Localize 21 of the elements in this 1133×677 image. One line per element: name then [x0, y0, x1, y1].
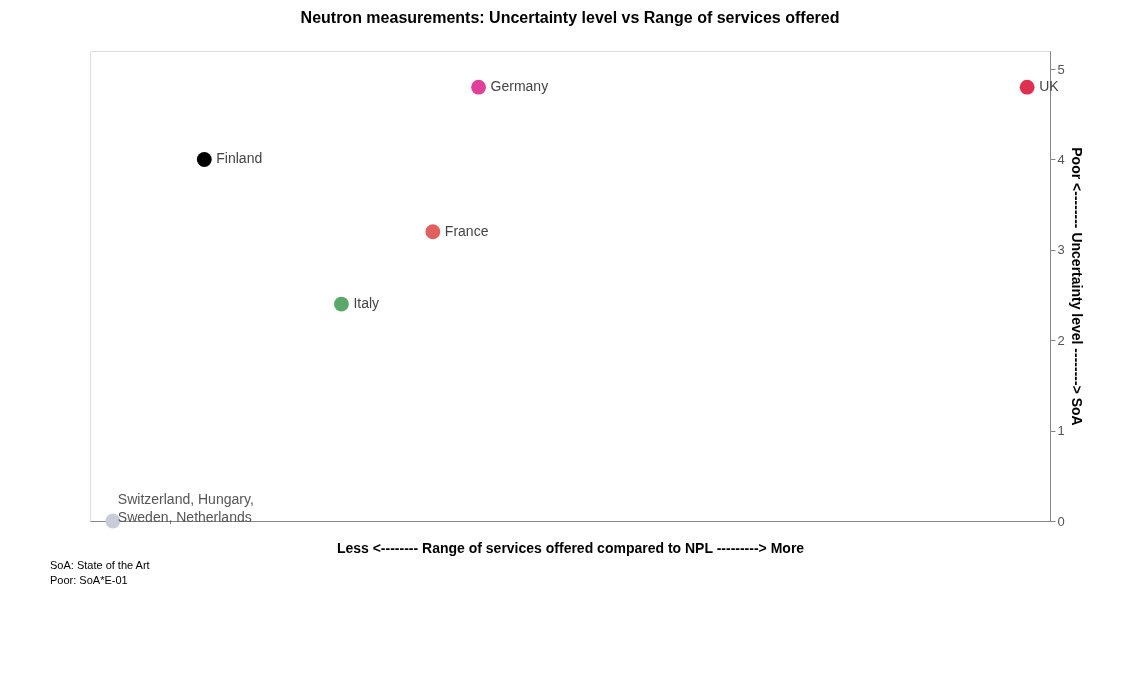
- series-label: France: [444, 222, 489, 239]
- point: [196, 152, 212, 167]
- y-axis-title: Poor <-------- Uncertainty level --------> SoA: [1068, 147, 1085, 426]
- y-tick-label: 0: [1057, 513, 1065, 529]
- y-tick-label: 5: [1057, 61, 1065, 77]
- series-label: Germany: [490, 78, 549, 95]
- point: [1019, 79, 1035, 95]
- y-tick-label: 2: [1057, 332, 1065, 348]
- x-axis-title: Less <-------- Range of services offered compared to NPL ---------> More: [336, 539, 805, 556]
- y-tick-label: 4: [1057, 151, 1065, 167]
- y-tick-label: 1: [1057, 423, 1065, 439]
- series-label: Switzerland, Hungary, Sweden, Netherlands: [117, 491, 254, 525]
- text: SoA: State of the Art: [50, 559, 150, 571]
- point: [471, 79, 486, 95]
- y-tick-label: 3: [1057, 242, 1065, 258]
- chart-title: Neutron measurements: Uncertainty level vs Range of services offered: [300, 9, 840, 26]
- point: [334, 296, 349, 312]
- text: Poor: SoA*E-01: [50, 574, 128, 586]
- series-label: Italy: [353, 295, 380, 312]
- point: [425, 224, 441, 240]
- series-label: Finland: [216, 150, 263, 167]
